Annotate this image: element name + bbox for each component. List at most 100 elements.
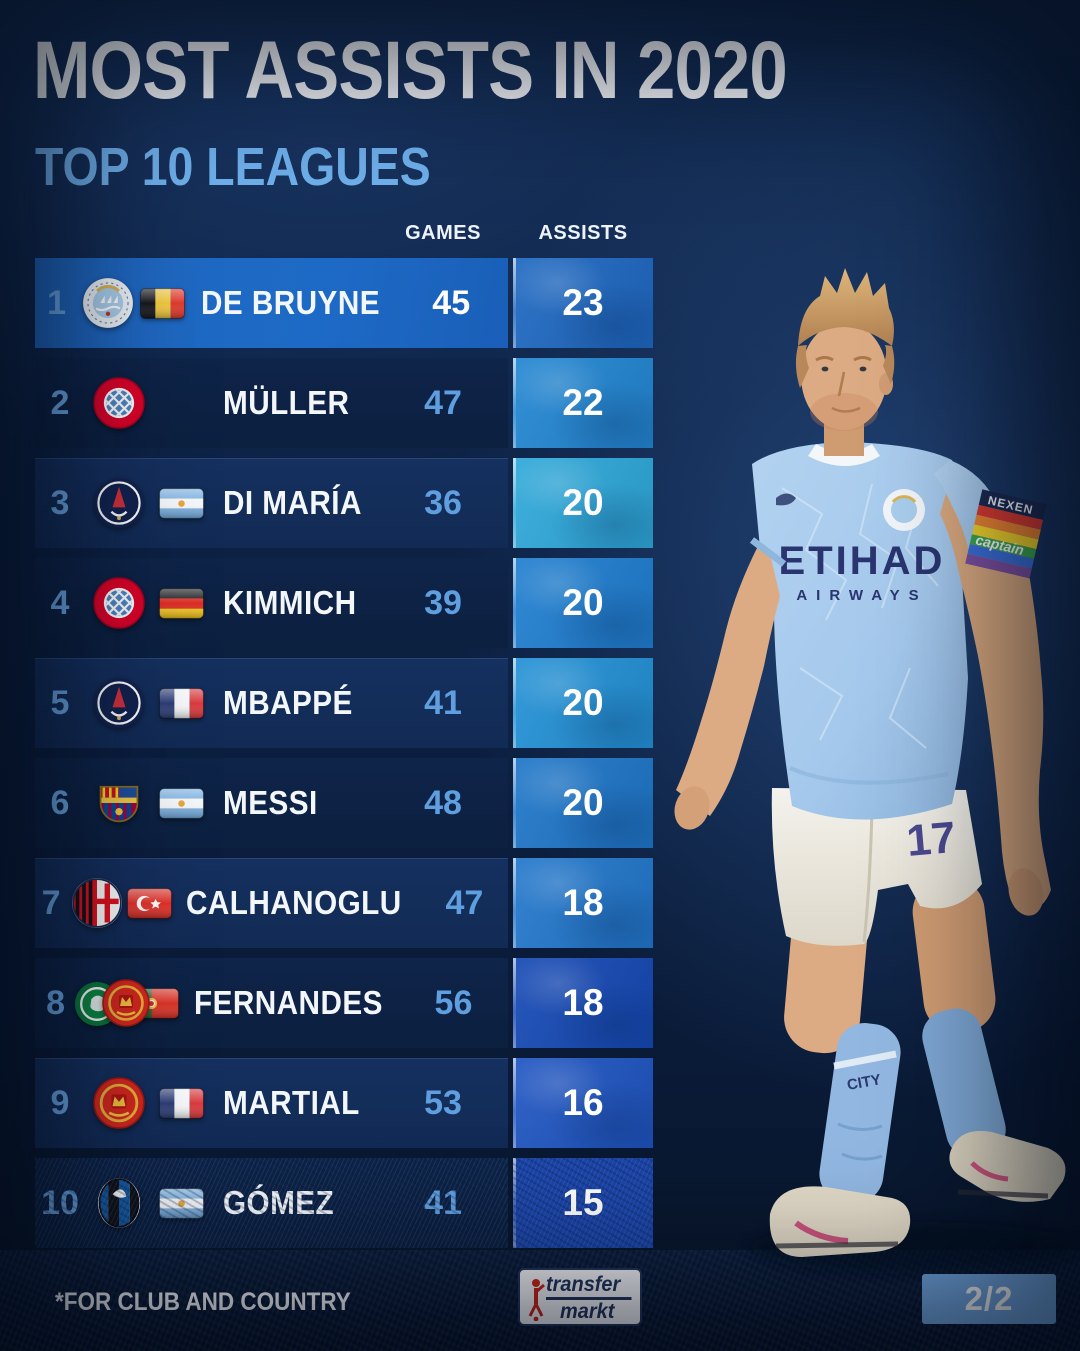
row-main: 1 DE BRUYNE 45 xyxy=(35,258,508,348)
games-column-header: GAMES xyxy=(405,222,481,244)
rank-cell: 5 xyxy=(50,683,70,722)
bayern-badge xyxy=(93,577,145,629)
assists-value: 20 xyxy=(562,782,604,823)
player-name: FERNANDES xyxy=(194,984,383,1021)
row-main: 8 FERNANDES 56 xyxy=(35,958,508,1048)
belgium-flag xyxy=(139,287,185,319)
page-title: MOST ASSISTS IN 2020 xyxy=(33,25,788,116)
badge-cell xyxy=(89,573,149,633)
france-flag xyxy=(158,1087,204,1119)
assists-column-header: ASSISTS xyxy=(538,222,628,244)
assists-value: 20 xyxy=(562,582,604,623)
assists-box: 23 xyxy=(513,258,653,348)
games-value: 47 xyxy=(445,883,484,922)
assists-box: 18 xyxy=(513,958,653,1048)
sock-text: CITY xyxy=(846,1071,883,1094)
player-right-arm xyxy=(674,537,787,830)
flag-cell xyxy=(138,287,186,319)
row-main: 10 GÓMEZ 41 xyxy=(35,1158,508,1248)
games-value: 36 xyxy=(424,483,462,522)
player-head xyxy=(795,268,895,456)
player-name: MARTIAL xyxy=(223,1084,360,1121)
assists-value: 20 xyxy=(562,682,604,723)
psg-badge xyxy=(93,677,145,729)
player-name: GÓMEZ xyxy=(223,1184,335,1221)
games-value: 41 xyxy=(424,1183,462,1222)
argentina-flag xyxy=(158,1187,204,1219)
player-name: KIMMICH xyxy=(223,584,357,621)
row-main: 2 MÜLLER 47 xyxy=(35,358,508,448)
games-value: 56 xyxy=(434,983,473,1022)
atalanta-badge xyxy=(93,1177,145,1229)
flag-cell xyxy=(153,487,209,519)
badge-cell xyxy=(75,973,151,1033)
games-value: 45 xyxy=(432,283,471,322)
footnote: *FOR CLUB AND COUNTRY xyxy=(55,1288,351,1316)
assists-value: 18 xyxy=(562,882,604,923)
page-subtitle: TOP 10 LEAGUES xyxy=(35,137,431,197)
assists-value: 20 xyxy=(562,482,604,523)
man-united-badge xyxy=(102,979,151,1027)
row-main: 7 CALHANOGLU 47 xyxy=(35,858,508,948)
player-photo: CITY 17 ETIHAD AIRWAYS xyxy=(674,268,1080,1274)
table-row: 1 DE BRUYNE 45 23 xyxy=(35,258,653,348)
assists-value: 18 xyxy=(562,982,604,1023)
assists-box: 15 xyxy=(513,1158,653,1248)
argentina-flag xyxy=(158,487,204,519)
assists-value: 23 xyxy=(562,282,604,323)
germany-flag xyxy=(158,587,204,619)
player-name: MBAPPÉ xyxy=(223,684,353,721)
row-main: 5 MBAPPÉ 41 xyxy=(35,658,508,748)
badge-cell xyxy=(89,773,149,833)
badge-cell xyxy=(89,473,149,533)
games-value: 48 xyxy=(424,783,462,822)
badge-cell xyxy=(89,1173,149,1233)
assists-box: 20 xyxy=(513,658,653,748)
table-row: 8 FERNANDES 56 18 xyxy=(35,958,653,1048)
games-value: 39 xyxy=(424,583,462,622)
rank-cell: 9 xyxy=(50,1083,70,1122)
man-city-badge xyxy=(82,277,134,329)
row-main: 6 MESSI 48 xyxy=(35,758,508,848)
player-name: MÜLLER xyxy=(223,384,350,421)
badge-cell xyxy=(89,373,149,433)
flag-cell xyxy=(153,687,209,719)
assists-box: 18 xyxy=(513,858,653,948)
shorts-number: 17 xyxy=(905,813,958,866)
table-row: 9 MARTIAL 53 16 xyxy=(35,1058,653,1148)
assists-box: 22 xyxy=(513,358,653,448)
badge-cell xyxy=(71,873,123,933)
row-main: 9 MARTIAL 53 xyxy=(35,1058,508,1148)
flag-cell xyxy=(127,887,173,919)
table-row: 5 MBAPPÉ 41 20 xyxy=(35,658,653,748)
player-shorts: 17 xyxy=(771,788,982,946)
assists-value: 16 xyxy=(562,1082,604,1123)
france-flag xyxy=(158,687,204,719)
table-row: 4 KIMMICH 39 20 xyxy=(35,558,653,648)
rank-cell: 2 xyxy=(50,383,70,422)
bayern-badge xyxy=(93,377,145,429)
rank-cell: 3 xyxy=(50,483,70,522)
flag-cell xyxy=(153,1187,209,1219)
man-united-badge xyxy=(93,1077,145,1129)
page-indicator-badge: 2/2 xyxy=(922,1274,1056,1324)
rank-cell: 1 xyxy=(47,283,67,322)
assists-table: 1 DE BRUYNE 45 23 2 MÜLLER 47 22 3 xyxy=(35,258,653,1258)
flag-cell xyxy=(153,787,209,819)
badge-cell xyxy=(82,273,134,333)
assists-box: 20 xyxy=(513,458,653,548)
jersey-sponsor-line2: AIRWAYS xyxy=(796,587,927,604)
player-jersey: ETIHAD AIRWAYS xyxy=(752,442,972,820)
logo-line2: markt xyxy=(560,1300,615,1323)
player-back-leg xyxy=(912,877,1066,1202)
puma-logo xyxy=(776,493,796,506)
transfermarkt-logo: transfer markt xyxy=(518,1268,642,1326)
badge-cell xyxy=(89,1073,149,1133)
rank-cell: 6 xyxy=(50,783,70,822)
assists-box: 20 xyxy=(513,558,653,648)
flag-cell xyxy=(153,1087,209,1119)
flag-cell xyxy=(153,587,209,619)
argentina-flag xyxy=(158,787,204,819)
games-value: 41 xyxy=(424,683,462,722)
player-name: DI MARÍA xyxy=(223,484,362,521)
